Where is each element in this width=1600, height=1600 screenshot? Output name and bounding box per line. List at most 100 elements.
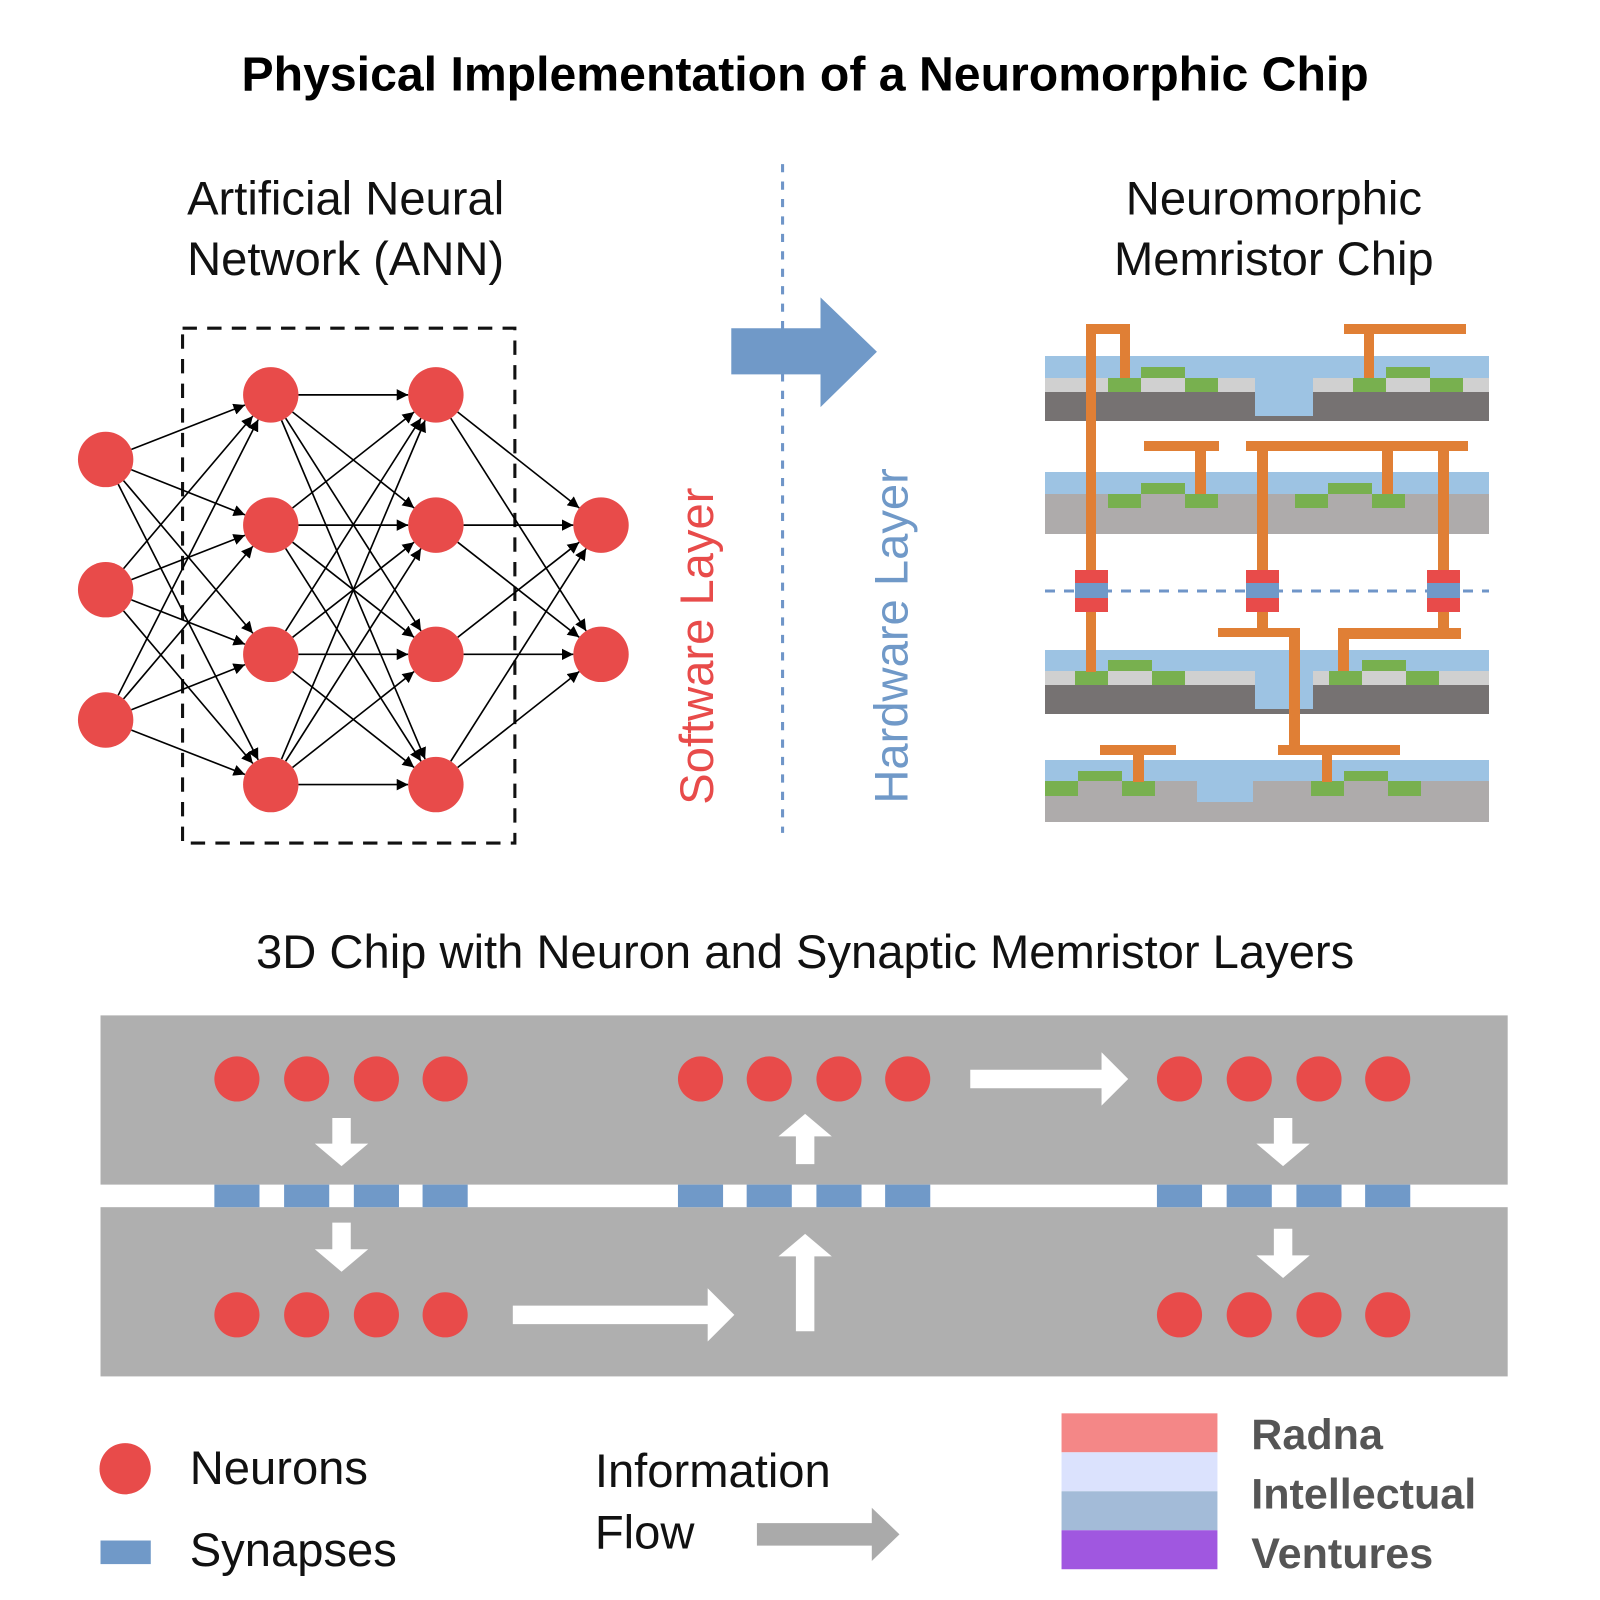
chip-layer-1 [1045, 356, 1489, 421]
flow-up-arrow-icon [778, 1113, 832, 1165]
synapse [1365, 1184, 1411, 1208]
memristor-stack [1427, 570, 1460, 612]
neuron [284, 1292, 330, 1338]
synapse-connection [122, 545, 254, 700]
ann-title-line2: Network (ANN) [187, 232, 504, 285]
neuron [1365, 1056, 1411, 1102]
synapse-connection [131, 403, 246, 451]
memristor-stack [1075, 570, 1108, 612]
neuron [816, 1056, 862, 1102]
chip-layer-3 [1045, 650, 1489, 714]
neuron [1226, 1056, 1272, 1102]
ann-neurons [77, 367, 629, 813]
synapse [1226, 1184, 1272, 1208]
hidden-neuron [408, 626, 464, 683]
legend-synapse-icon [100, 1540, 151, 1565]
flow-down-arrow-icon [314, 1117, 369, 1167]
neuron [214, 1292, 260, 1338]
neuron [885, 1056, 931, 1102]
chip3d-title: 3D Chip with Neuron and Synaptic Memrist… [256, 925, 1354, 978]
neuron [214, 1056, 260, 1102]
memristor-chip-cross-section [1045, 324, 1490, 822]
synapse [677, 1184, 724, 1208]
output-neuron [573, 626, 629, 683]
hidden-neuron [408, 497, 464, 553]
flow-right-arrow-icon [512, 1288, 735, 1342]
synapse-connection [122, 415, 254, 570]
legend-flow-arrow-icon [756, 1507, 900, 1562]
ann-connections [117, 389, 587, 791]
hidden-neuron [408, 756, 464, 813]
chip-title-line2: Memristor Chip [1114, 232, 1434, 285]
neuron [1226, 1292, 1272, 1338]
ann-title-line1: Artificial Neural [187, 171, 504, 224]
synapse-connection [457, 541, 580, 638]
neuron [1296, 1056, 1342, 1102]
legend-flow-line1: Information [595, 1444, 831, 1497]
neuron [677, 1056, 724, 1102]
synapse-connection [117, 419, 259, 696]
synapse [1296, 1184, 1342, 1208]
neuron [1365, 1292, 1411, 1338]
input-neuron [77, 562, 134, 618]
synapse-connection [284, 548, 422, 762]
neuron [1296, 1292, 1342, 1338]
memristor-stacks [1075, 570, 1460, 612]
flow-down-arrow-icon [1256, 1228, 1310, 1278]
synapse-connection [457, 670, 580, 769]
chip-interconnect-wires [1086, 324, 1468, 782]
synapse-connection [450, 548, 587, 762]
chip-title-line1: Neuromorphic [1126, 171, 1422, 224]
synapse-connection [457, 411, 580, 509]
flow-down-arrow-icon [1256, 1117, 1310, 1167]
synapse-connection [131, 663, 246, 711]
logo: Radna Intellectual Ventures [1061, 1411, 1476, 1578]
legend-flow-line2: Flow [595, 1506, 696, 1559]
software-layer-label: Software Layer [670, 488, 723, 805]
neuron [353, 1056, 399, 1102]
synapse [1156, 1184, 1203, 1208]
synapse-connection [292, 411, 415, 509]
neuron [746, 1056, 792, 1102]
neuron [422, 1056, 468, 1102]
synapse [746, 1184, 792, 1208]
hidden-neuron [243, 756, 299, 813]
transform-arrow-icon [731, 297, 877, 408]
flow-down-arrow-icon [314, 1222, 369, 1272]
neuron [422, 1292, 468, 1338]
chip3d-elements [214, 1052, 1411, 1342]
neuron [284, 1056, 330, 1102]
hardware-layer-label: Hardware Layer [865, 468, 918, 803]
output-neuron [573, 497, 629, 553]
hidden-neuron [243, 626, 299, 683]
synapse-connection [284, 417, 422, 632]
legend-neuron-icon [99, 1443, 151, 1495]
flow-right-arrow-icon [970, 1052, 1129, 1106]
hidden-neuron [243, 367, 299, 423]
chip-layer-4 [1045, 760, 1489, 822]
page-title: Physical Implementation of a Neuromorphi… [242, 47, 1369, 101]
neuron [353, 1292, 399, 1338]
synapse [353, 1184, 399, 1208]
synapse [284, 1184, 330, 1208]
synapse [214, 1184, 260, 1208]
input-neuron [77, 431, 134, 488]
legend-synapses-label: Synapses [190, 1523, 397, 1576]
hidden-neuron [243, 497, 299, 553]
hidden-neuron [408, 367, 464, 423]
hidden-layers-box [181, 326, 517, 845]
legend-neurons-label: Neurons [190, 1441, 368, 1494]
neuron [1156, 1056, 1203, 1102]
logo-line3: Ventures [1251, 1530, 1433, 1578]
logo-line2: Intellectual [1251, 1471, 1476, 1519]
memristor-stack [1246, 570, 1279, 612]
synapse-connection [292, 670, 415, 769]
synapse-connection [131, 729, 246, 776]
neuron [1156, 1292, 1203, 1338]
input-neuron [77, 692, 134, 748]
logo-line1: Radna [1251, 1411, 1384, 1459]
synapse [422, 1184, 468, 1208]
synapse-connection [280, 420, 426, 760]
synapse [816, 1184, 862, 1208]
